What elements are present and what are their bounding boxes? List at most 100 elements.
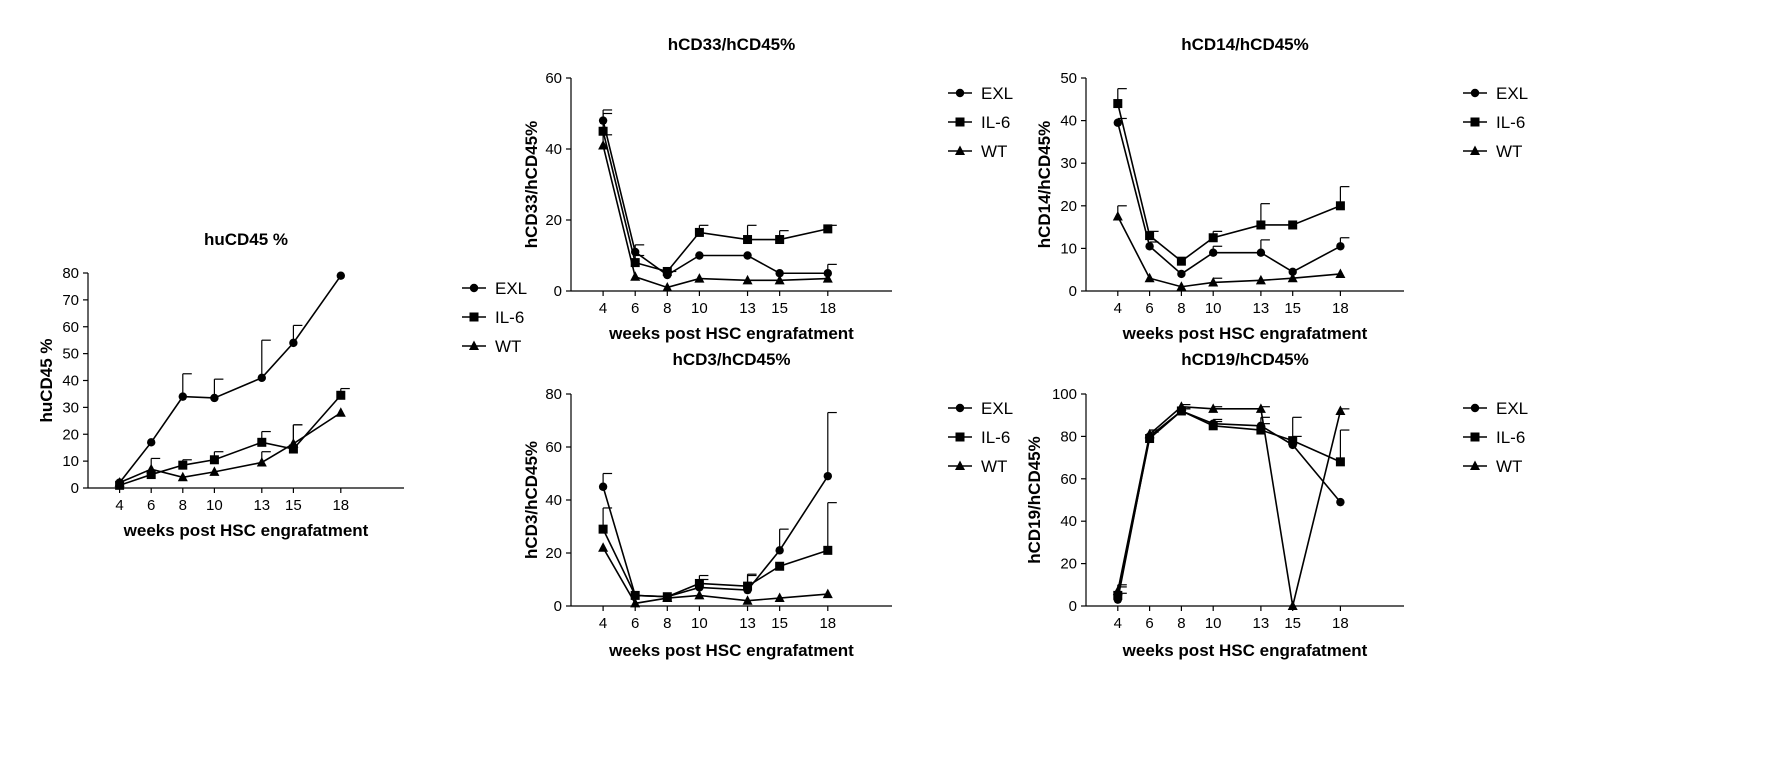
data-point: [1288, 267, 1297, 277]
legend-label: EXL: [1496, 399, 1528, 418]
legend-marker: [1470, 460, 1480, 470]
legend-label: IL-6: [981, 428, 1010, 447]
data-point: [1256, 220, 1266, 230]
series-line: [602, 475, 829, 598]
chart-title: hCD14/hCD45%: [1181, 35, 1309, 54]
legend-item-il-6: IL-6: [462, 308, 524, 327]
y-tick-label: 30: [62, 399, 79, 416]
data-point: [743, 235, 753, 245]
x-tick-label: 18: [819, 615, 836, 632]
legend-label: WT: [981, 457, 1007, 476]
x-tick-label: 13: [739, 300, 756, 317]
legend-item-il-6: IL-6: [1463, 113, 1525, 132]
chart-hcd33: hCD33/hCD45% 0 20 40 60 4 6 8 10 13 15 18 weeks post…: [522, 35, 1013, 343]
data-point: [775, 546, 784, 555]
y-tick-label: 20: [545, 212, 562, 229]
data-point: [598, 139, 609, 150]
legend-marker: [1470, 88, 1480, 98]
data-point: [1287, 600, 1298, 610]
legend-item-wt: WT: [948, 142, 1007, 161]
data-point: [823, 224, 833, 234]
legend-marker: [955, 432, 965, 442]
series-il-6: [1113, 406, 1350, 600]
y-tick-label: 40: [545, 492, 562, 509]
series-il-6: [598, 112, 837, 276]
x-tick-label: 8: [1177, 300, 1185, 317]
y-tick-label: 0: [1069, 598, 1077, 615]
x-tick-label: 8: [179, 497, 187, 514]
data-point: [288, 438, 299, 448]
chart-hcd19: hCD19/hCD45% 0 20 40 60 80 100 4 6 8 10 13 15 18 weeks…: [1025, 350, 1528, 660]
y-tick-label: 70: [62, 292, 79, 309]
data-point: [256, 456, 267, 467]
y-tick-label: 40: [1060, 113, 1077, 130]
data-point: [630, 271, 641, 281]
data-point: [1335, 405, 1346, 415]
y-tick-label: 20: [545, 545, 562, 562]
data-point: [177, 471, 188, 482]
series-wt: [1112, 205, 1346, 291]
x-tick-label: 10: [691, 615, 708, 632]
x-axis-label: weeks post HSC engrafatment: [1122, 641, 1368, 660]
y-tick-label: 80: [62, 265, 79, 282]
x-tick-label: 6: [631, 300, 639, 317]
legend-label: IL-6: [981, 113, 1010, 132]
chart-title: hCD19/hCD45%: [1181, 350, 1309, 369]
data-point: [1176, 281, 1187, 291]
data-point: [1208, 421, 1218, 431]
x-tick-label: 18: [1332, 300, 1349, 317]
data-point: [147, 438, 156, 447]
series-line: [1117, 122, 1341, 275]
data-point: [1336, 242, 1345, 251]
data-point: [598, 482, 608, 491]
data-point: [1335, 201, 1345, 211]
legend-label: IL-6: [1496, 113, 1525, 132]
data-point: [1209, 248, 1218, 257]
data-point: [1208, 403, 1219, 413]
y-tick-label: 20: [1060, 556, 1077, 573]
x-tick-label: 4: [599, 615, 607, 632]
y-axis-label: huCD45 %: [37, 338, 56, 422]
data-point: [694, 227, 704, 237]
legend-item-exl: EXL: [1463, 399, 1528, 418]
series-wt: [598, 134, 833, 292]
y-tick-label: 40: [545, 141, 562, 158]
series-wt: [598, 542, 833, 608]
series-exl: [1113, 117, 1350, 279]
legend-item-wt: WT: [948, 457, 1007, 476]
y-axis-label: hCD14/hCD45%: [1035, 121, 1054, 249]
x-tick-label: 6: [147, 497, 155, 514]
series-il-6: [598, 502, 837, 602]
data-point: [114, 477, 125, 487]
data-point: [662, 281, 673, 292]
x-tick-label: 18: [1332, 615, 1349, 632]
y-tick-label: 0: [1069, 283, 1077, 300]
legend-label: EXL: [981, 399, 1013, 418]
legend-item-wt: WT: [1463, 457, 1522, 476]
series-exl: [115, 271, 345, 487]
y-tick-label: 30: [1060, 155, 1077, 172]
x-tick-label: 10: [691, 300, 708, 317]
y-tick-label: 40: [62, 373, 79, 390]
data-point: [1176, 401, 1187, 411]
legend-label: IL-6: [495, 308, 524, 327]
data-point: [695, 251, 704, 260]
x-axis-label: weeks post HSC engrafatment: [608, 324, 854, 343]
data-point: [209, 455, 219, 465]
y-tick-label: 60: [545, 70, 562, 87]
y-axis-label: hCD19/hCD45%: [1025, 436, 1044, 564]
data-point: [1112, 210, 1123, 221]
y-tick-label: 60: [62, 319, 79, 336]
x-tick-label: 15: [771, 615, 788, 632]
x-tick-label: 18: [332, 497, 349, 514]
data-point: [335, 407, 346, 417]
series-line: [602, 528, 829, 598]
data-point: [336, 271, 345, 280]
legend-item-il-6: IL-6: [948, 113, 1010, 132]
data-point: [775, 235, 785, 245]
data-point: [1255, 403, 1266, 413]
chart-hcd3: hCD3/hCD45% 0 20 40 60 80 4 6 8 10 13 15 18 weeks pos…: [522, 350, 1013, 660]
series-il-6: [1113, 88, 1350, 266]
series-line: [118, 275, 342, 484]
data-point: [146, 463, 157, 474]
